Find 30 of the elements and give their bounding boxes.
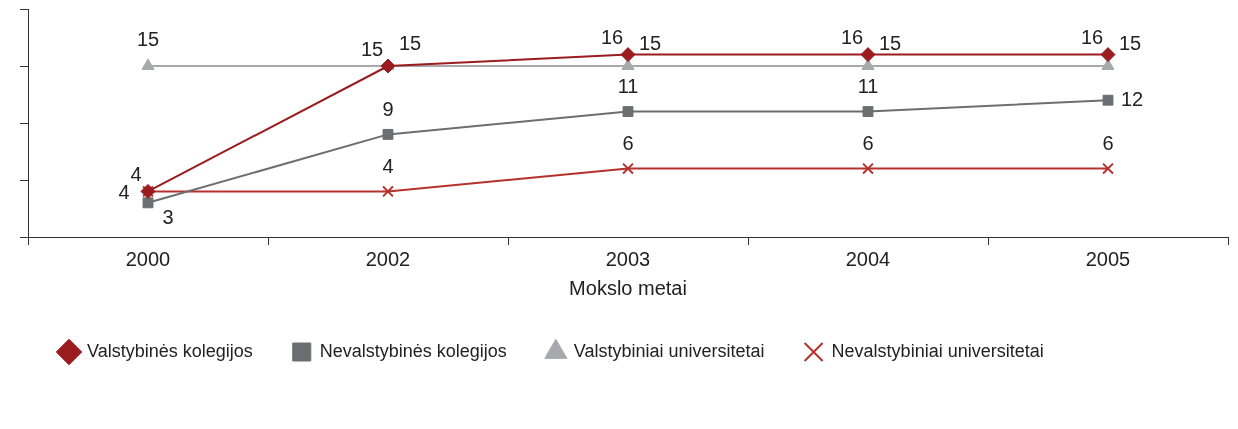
data-label: 6 (622, 132, 634, 155)
legend-label: Valstybiniai universitetai (573, 340, 765, 361)
data-label: 4 (382, 154, 394, 177)
data-label: 11 (857, 75, 879, 98)
data-label: 15 (360, 37, 384, 60)
legend-label: Valstybinės kolegijos (87, 340, 253, 361)
data-label: 15 (638, 31, 662, 54)
data-label: 15 (878, 31, 902, 54)
data-label: 16 (1080, 26, 1104, 49)
x-tick-label: 2003 (605, 247, 651, 270)
data-label: 16 (840, 26, 864, 49)
x-axis-title: Mokslo metai (569, 276, 687, 299)
data-label: 6 (1102, 132, 1114, 155)
data-label: 16 (600, 26, 624, 49)
data-label: 15 (1118, 31, 1142, 54)
x-tick-label: 2004 (845, 247, 891, 270)
data-label: 9 (382, 97, 394, 120)
x-tick-label: 2002 (365, 247, 411, 270)
data-label: 4 (118, 180, 130, 203)
data-label: 15 (136, 27, 160, 50)
data-label: 12 (1120, 87, 1144, 110)
data-label: 4 (130, 162, 142, 185)
data-label: 15 (398, 31, 422, 54)
data-label: 3 (162, 206, 174, 229)
legend-label: Nevalstybinės kolegijos (319, 340, 507, 361)
x-tick-label: 2005 (1085, 247, 1131, 270)
legend-label: Nevalstybiniai universitetai (831, 340, 1044, 361)
data-label: 11 (617, 75, 639, 98)
data-label: 6 (862, 132, 874, 155)
x-tick-label: 2000 (125, 247, 171, 270)
